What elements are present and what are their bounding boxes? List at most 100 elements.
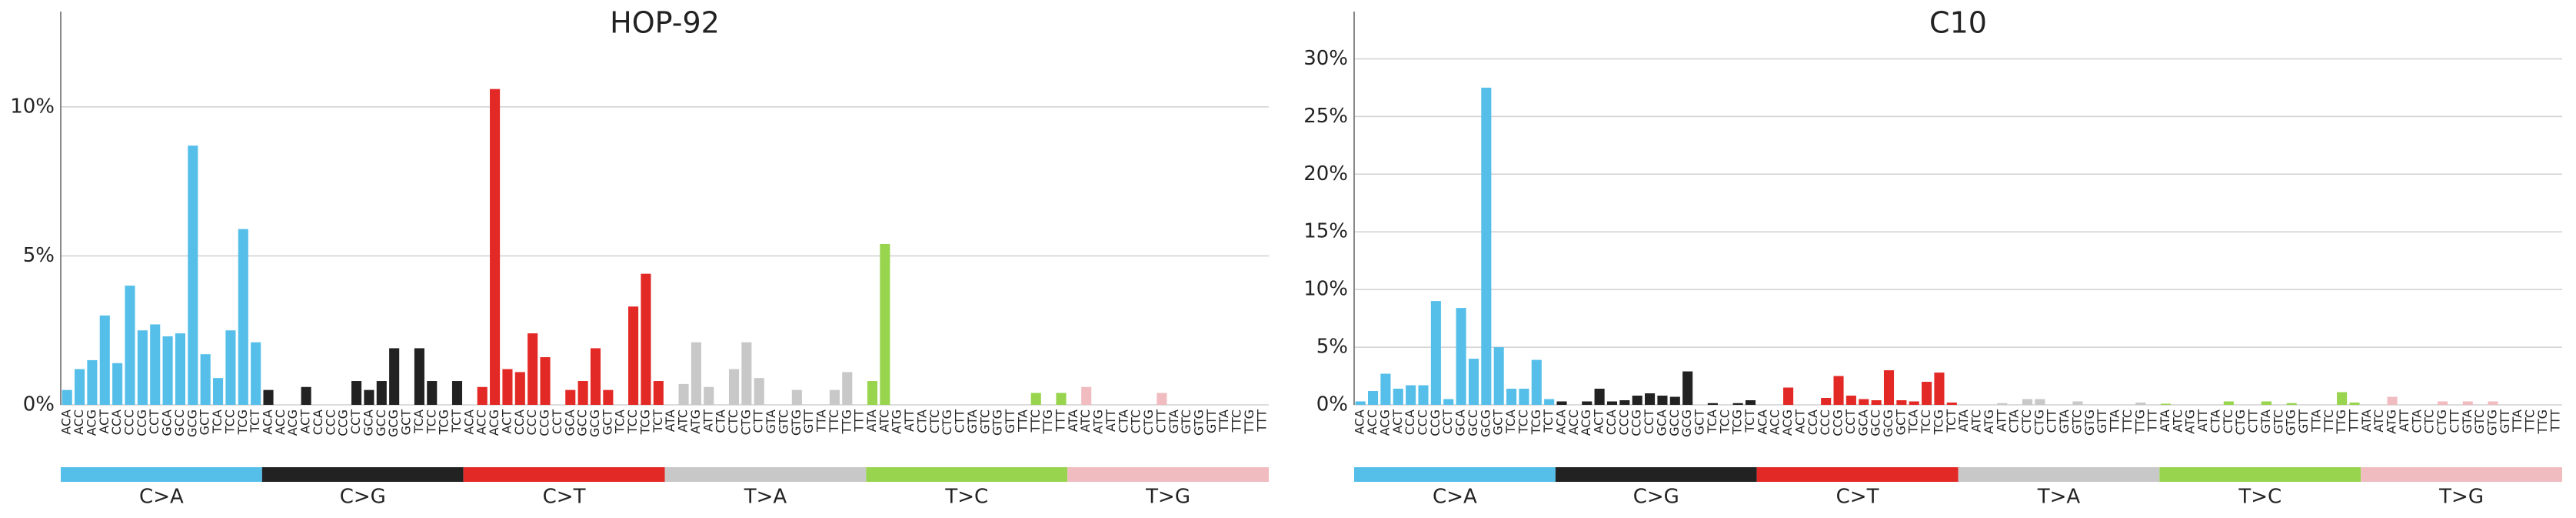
x-tick-label: TCT xyxy=(248,409,262,433)
group-band xyxy=(61,467,262,482)
x-tick-label: CTC xyxy=(2422,409,2437,433)
x-tick-label: TTC xyxy=(2120,409,2135,433)
group-label: C>T xyxy=(543,486,586,509)
x-tick-label: TTG xyxy=(1242,409,1256,435)
x-tick-label: GTC xyxy=(2472,409,2487,434)
bar xyxy=(1859,399,1869,405)
x-tick-label: GCA xyxy=(1855,409,1870,436)
bar xyxy=(477,386,488,405)
bar xyxy=(741,342,752,405)
x-tick-label: ACG xyxy=(1780,409,1795,436)
group-band xyxy=(2159,467,2361,482)
x-tick-label: ACG xyxy=(1377,409,1392,436)
x-tick-label: ATC xyxy=(877,409,891,433)
x-tick-label: TCA xyxy=(411,409,426,434)
bar xyxy=(590,348,601,405)
y-tick-label: 10% xyxy=(10,95,55,118)
x-tick-label: ACC xyxy=(1365,409,1380,435)
x-tick-label: ATG xyxy=(2385,409,2399,434)
x-tick-label: ATA xyxy=(663,409,677,432)
y-tick-label: 25% xyxy=(1303,105,1348,128)
group-band xyxy=(2361,467,2562,482)
group-label: C>G xyxy=(340,486,386,509)
bar xyxy=(2437,401,2448,405)
x-tick-label: TCA xyxy=(210,409,225,434)
x-tick-label: ATG xyxy=(1982,409,1996,434)
x-tick-label: CTT xyxy=(2447,409,2461,433)
x-tick-label: ATT xyxy=(902,409,917,432)
bar xyxy=(1669,396,1680,405)
bar xyxy=(414,348,424,405)
bar xyxy=(1732,403,1743,405)
x-tick-label: TCC xyxy=(222,409,237,434)
x-tick-label: TTA xyxy=(1015,409,1030,433)
x-tick-label: CTA xyxy=(914,409,929,433)
bar xyxy=(1606,401,1618,405)
x-tick-label: TCT xyxy=(449,409,464,433)
bar xyxy=(351,381,362,405)
x-tick-label: GTC xyxy=(2069,409,2084,434)
bar xyxy=(577,381,588,405)
bar xyxy=(2488,401,2498,405)
bar xyxy=(565,389,576,405)
bar xyxy=(1946,403,1957,405)
bar xyxy=(75,369,85,405)
bar xyxy=(1468,359,1479,405)
bar xyxy=(427,381,438,405)
group-band xyxy=(866,467,1068,482)
x-tick-label: ACC xyxy=(474,409,489,435)
x-tick-label: TTC xyxy=(1028,409,1043,433)
bar xyxy=(1443,399,1454,405)
x-tick-label: TCC xyxy=(625,409,640,434)
x-tick-label: ACC xyxy=(1768,409,1782,435)
x-tick-label: GCG xyxy=(386,409,401,437)
bar xyxy=(1531,359,1542,405)
bar xyxy=(791,389,802,405)
x-tick-label: TCC xyxy=(1717,409,1732,434)
bar xyxy=(225,330,236,405)
bar xyxy=(1056,393,1067,405)
x-tick-label: TTG xyxy=(1040,409,1055,435)
bar xyxy=(1909,401,1919,405)
x-tick-label: CCG xyxy=(135,409,149,436)
x-tick-label: CTG xyxy=(2435,409,2449,435)
x-tick-label: ACT xyxy=(298,409,313,434)
x-tick-label: GTA xyxy=(965,409,980,433)
x-tick-label: GTA xyxy=(2258,409,2273,433)
x-tick-label: TCC xyxy=(1919,409,1933,434)
y-tick-label: 0% xyxy=(1316,393,1348,416)
x-tick-label: TTA xyxy=(1216,409,1231,433)
x-tick-label: GTA xyxy=(764,409,778,433)
group-label: C>T xyxy=(1836,486,1879,509)
x-tick-label: GCT xyxy=(600,409,614,436)
y-tick-label: 30% xyxy=(1303,47,1348,70)
bar xyxy=(2337,392,2348,405)
x-tick-label: GCT xyxy=(1491,409,1506,436)
bar xyxy=(502,369,513,405)
x-tick-label: CCC xyxy=(122,409,137,436)
bar xyxy=(1883,370,1895,405)
x-tick-label: GTT xyxy=(1003,409,1017,433)
x-tick-label: GTG xyxy=(990,409,1005,436)
bar xyxy=(2072,401,2083,405)
bar xyxy=(867,381,878,405)
x-tick-label: GCA xyxy=(361,409,375,436)
y-tick-label: 20% xyxy=(1303,162,1348,185)
x-tick-label: CTG xyxy=(738,409,753,435)
group-band xyxy=(463,467,665,482)
x-tick-label: GCT xyxy=(1692,409,1707,436)
x-tick-label: TCT xyxy=(1944,409,1959,433)
bar xyxy=(364,389,374,405)
x-tick-label: GTA xyxy=(2057,409,2072,433)
bar xyxy=(880,243,890,405)
x-tick-label: ATT xyxy=(1103,409,1118,432)
bar xyxy=(301,386,311,405)
x-tick-label: ATA xyxy=(864,409,879,432)
bar xyxy=(653,381,664,405)
x-tick-label: CTT xyxy=(751,409,766,433)
bar xyxy=(2160,403,2172,405)
x-tick-label: CTC xyxy=(927,409,942,433)
x-tick-label: ATC xyxy=(1969,409,1984,433)
bar xyxy=(175,333,186,405)
y-tick-label: 10% xyxy=(1303,278,1348,301)
